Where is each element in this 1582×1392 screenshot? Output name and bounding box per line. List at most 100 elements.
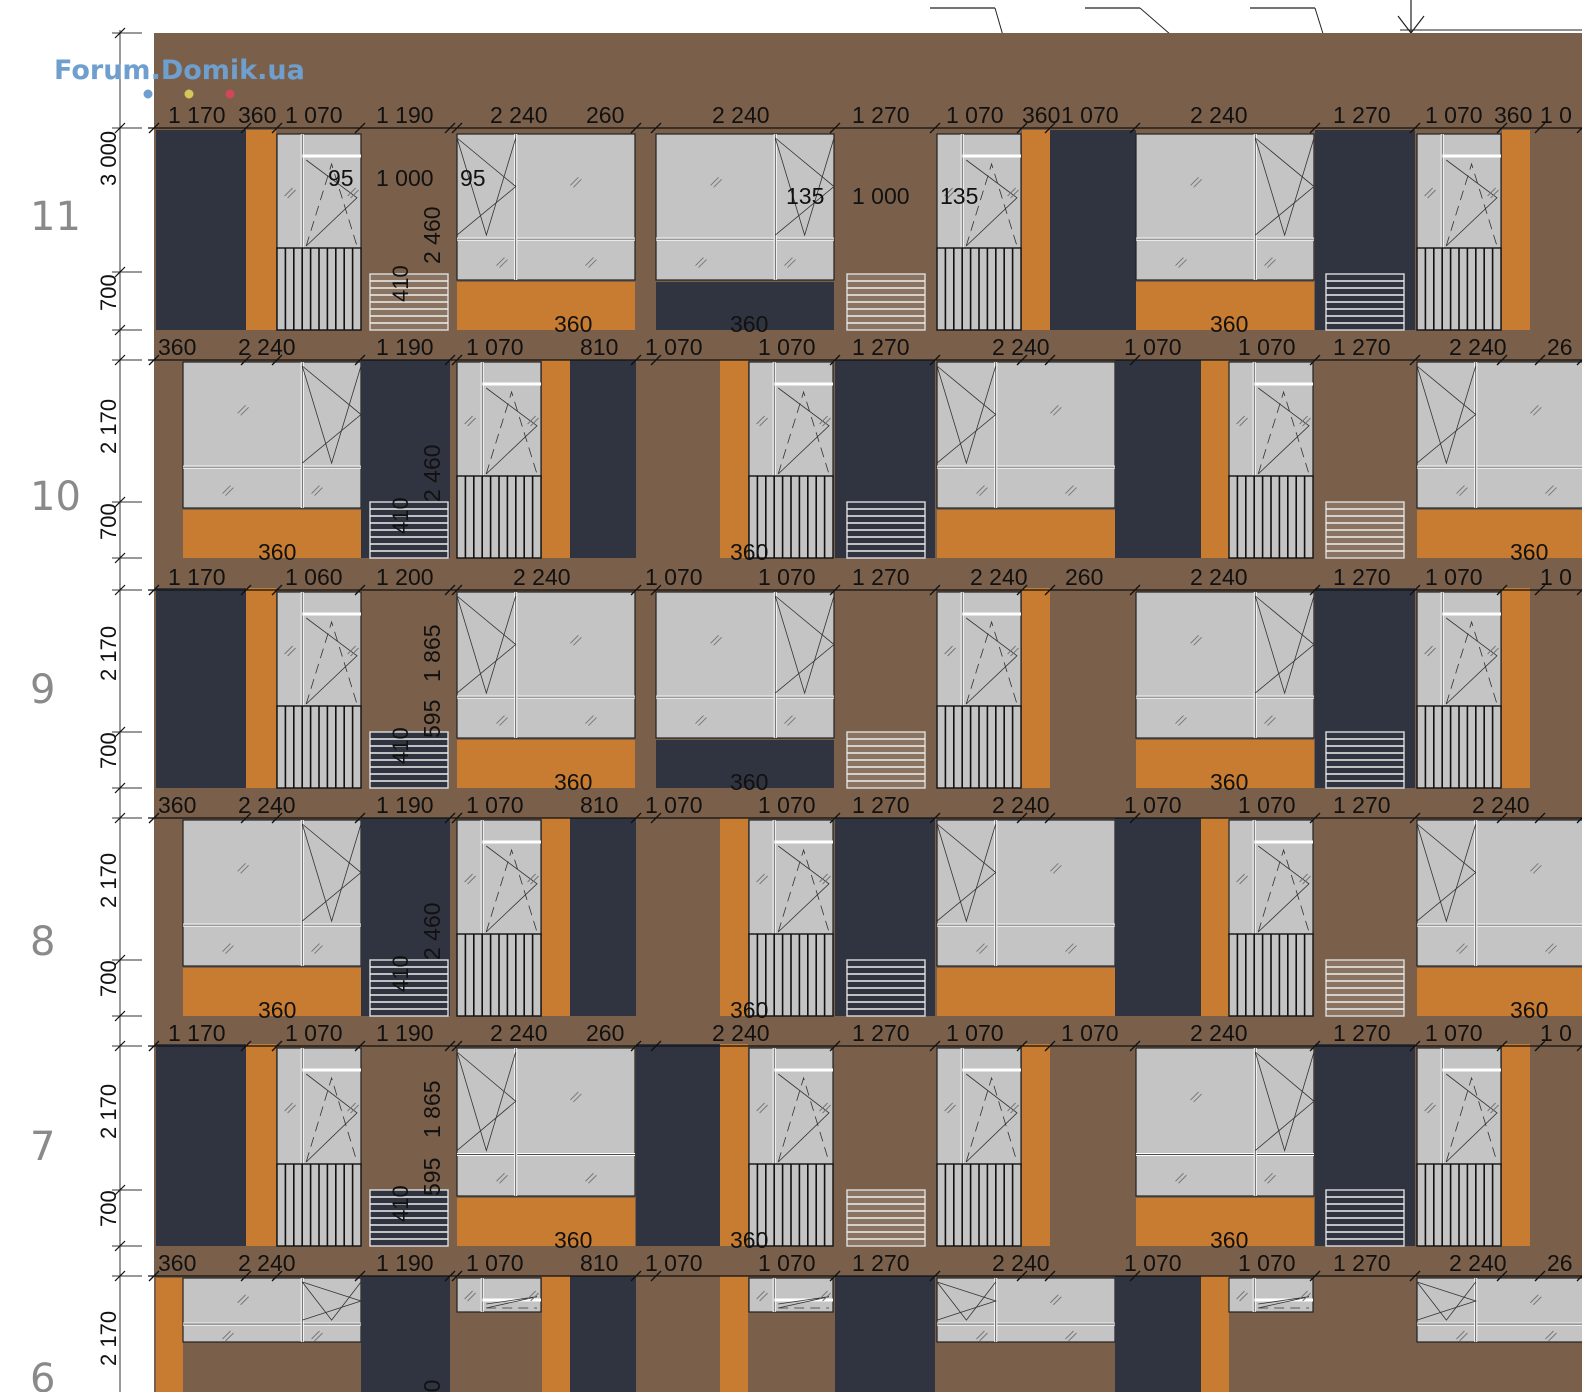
reflection-line xyxy=(314,945,323,954)
reflection-line xyxy=(710,176,719,186)
reflection-line xyxy=(225,1332,234,1342)
inner-dimension-label: 135 xyxy=(940,183,978,209)
orange-panel xyxy=(1502,1044,1530,1246)
door-frame xyxy=(456,819,542,937)
sash-tilt xyxy=(1416,1281,1477,1321)
dimension-tick xyxy=(1044,1270,1056,1282)
glass-reflection-mark xyxy=(819,1290,831,1302)
dimension-tick xyxy=(1044,122,1056,134)
orange-panel xyxy=(457,1198,635,1246)
door-swing xyxy=(1257,387,1310,475)
sash-opening xyxy=(936,823,997,922)
orange-panel xyxy=(183,510,361,558)
balcony-railing xyxy=(276,1163,362,1247)
dimension-tick xyxy=(354,354,366,366)
dimension-tick xyxy=(1496,812,1508,824)
reflection-line xyxy=(347,187,356,197)
reflection-line xyxy=(530,1292,539,1302)
sash-opening xyxy=(1416,823,1477,922)
reflection-line xyxy=(1459,945,1468,954)
door-frame xyxy=(276,133,362,251)
glass-reflection-mark xyxy=(464,1290,476,1302)
balcony-door xyxy=(1228,819,1314,937)
reflection-line xyxy=(1053,406,1062,416)
dimension-label: 360 xyxy=(158,1250,196,1276)
reflection-line xyxy=(1490,1104,1499,1114)
sash-tilt xyxy=(1416,823,1477,923)
reflection-line xyxy=(467,1292,476,1302)
panel-width-label: 360 xyxy=(730,1227,768,1253)
reflection-line xyxy=(1178,1174,1187,1184)
door-frame xyxy=(1416,133,1502,251)
panel-width-label: 360 xyxy=(1210,311,1248,337)
balcony-railing xyxy=(748,1163,834,1247)
dimension-label: 1 270 xyxy=(852,564,910,590)
dimension-label: 1 070 xyxy=(466,1250,524,1276)
door-swing xyxy=(965,159,1018,247)
reflection-line xyxy=(944,1102,953,1112)
reflection-line xyxy=(756,415,765,425)
dimension-label: 26 xyxy=(1547,334,1573,360)
sash-tilt xyxy=(456,1051,517,1152)
balcony-door xyxy=(1416,1047,1502,1167)
dimension-tick xyxy=(1576,1045,1582,1052)
reflection-line xyxy=(1545,943,1554,952)
glass-reflection-mark xyxy=(237,1294,249,1306)
door-swing xyxy=(777,387,830,475)
dimension-tick xyxy=(650,1270,662,1282)
door-swing xyxy=(485,387,538,475)
height-dimension-label: 3 000 xyxy=(96,131,121,186)
reflection-line xyxy=(314,1332,323,1342)
glass-reflection-mark xyxy=(1299,415,1311,427)
dimension-tick xyxy=(929,354,941,366)
glass-reflection-mark xyxy=(464,415,476,427)
balcony-railing xyxy=(276,247,362,331)
balcony-door xyxy=(748,361,834,479)
glass-reflection-mark xyxy=(819,415,831,427)
reflection-line xyxy=(573,178,582,188)
vent-grille xyxy=(369,731,449,789)
dimension-tick xyxy=(444,122,456,134)
height-dimension-label: 2 170 xyxy=(96,399,121,454)
reflection-line xyxy=(1178,717,1187,726)
reflection-line xyxy=(947,189,956,199)
reflection-line xyxy=(225,487,234,496)
window xyxy=(182,819,362,967)
door-tilt xyxy=(1257,390,1310,475)
reflection-line xyxy=(944,187,953,197)
window xyxy=(182,361,362,509)
dimension-tick xyxy=(1129,354,1141,366)
dimension-tick xyxy=(1496,1270,1508,1282)
dimension-label: 360 xyxy=(1022,102,1060,128)
dimension-tick xyxy=(829,122,841,134)
inner-dimension-label: 95 xyxy=(328,165,354,191)
balcony-door xyxy=(1416,133,1502,251)
reflection-line xyxy=(467,875,476,885)
dimension-tick xyxy=(1496,1040,1508,1052)
reflection-line xyxy=(1548,487,1557,496)
glass-reflection-mark xyxy=(1264,715,1276,726)
glass-reflection-mark xyxy=(284,187,296,199)
dimension-label: 1 070 xyxy=(1061,1020,1119,1046)
reflection-line xyxy=(1050,1294,1059,1304)
level-tick-mark xyxy=(114,552,126,564)
glass-reflection-mark xyxy=(570,176,582,188)
watermark: Forum.Domik.ua xyxy=(54,55,305,99)
reflection-line xyxy=(222,943,231,952)
dark-panel xyxy=(835,1276,935,1392)
door-swing xyxy=(1445,617,1498,705)
dark-panel xyxy=(1115,818,1201,1016)
reflection-line xyxy=(1175,1172,1184,1182)
vent-grille xyxy=(846,501,926,559)
dimension-tick xyxy=(444,584,456,596)
dimension-label: 1 070 xyxy=(1425,102,1483,128)
reflection-line xyxy=(1053,864,1062,874)
dark-panel xyxy=(156,130,246,330)
dimension-tick xyxy=(650,812,662,824)
reflection-line xyxy=(976,1330,985,1340)
dimension-tick xyxy=(1534,354,1546,366)
dimension-tick xyxy=(650,122,662,134)
orange-panel xyxy=(1022,1044,1050,1246)
dimension-label: 26 xyxy=(1547,1250,1573,1276)
dimension-label: 1 190 xyxy=(376,334,434,360)
